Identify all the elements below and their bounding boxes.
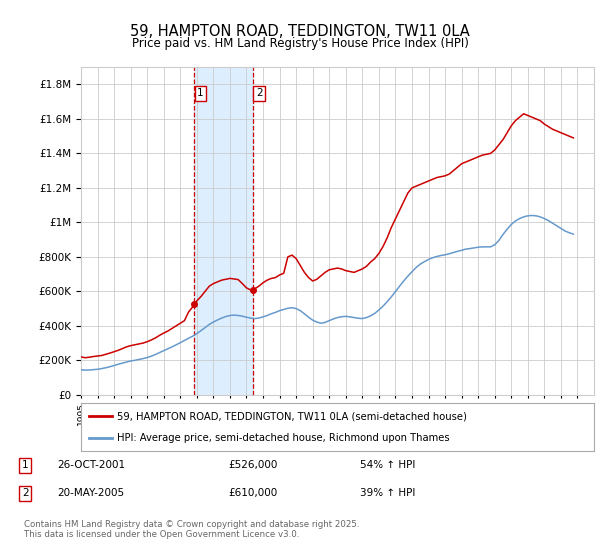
Text: 1: 1 xyxy=(197,88,204,99)
Text: 26-OCT-2001: 26-OCT-2001 xyxy=(57,460,125,470)
Text: HPI: Average price, semi-detached house, Richmond upon Thames: HPI: Average price, semi-detached house,… xyxy=(117,433,449,443)
Text: Price paid vs. HM Land Registry's House Price Index (HPI): Price paid vs. HM Land Registry's House … xyxy=(131,37,469,50)
Bar xyxy=(194,67,253,395)
Text: 2: 2 xyxy=(256,88,263,99)
Text: 59, HAMPTON ROAD, TEDDINGTON, TW11 0LA (semi-detached house): 59, HAMPTON ROAD, TEDDINGTON, TW11 0LA (… xyxy=(117,411,467,421)
Text: 20-MAY-2005: 20-MAY-2005 xyxy=(57,488,124,498)
Text: 1: 1 xyxy=(22,460,29,470)
Text: 2: 2 xyxy=(22,488,29,498)
Text: £610,000: £610,000 xyxy=(228,488,277,498)
Text: 59, HAMPTON ROAD, TEDDINGTON, TW11 0LA: 59, HAMPTON ROAD, TEDDINGTON, TW11 0LA xyxy=(130,24,470,39)
Text: £526,000: £526,000 xyxy=(228,460,277,470)
Text: Contains HM Land Registry data © Crown copyright and database right 2025.
This d: Contains HM Land Registry data © Crown c… xyxy=(24,520,359,539)
Text: 39% ↑ HPI: 39% ↑ HPI xyxy=(360,488,415,498)
Text: 54% ↑ HPI: 54% ↑ HPI xyxy=(360,460,415,470)
